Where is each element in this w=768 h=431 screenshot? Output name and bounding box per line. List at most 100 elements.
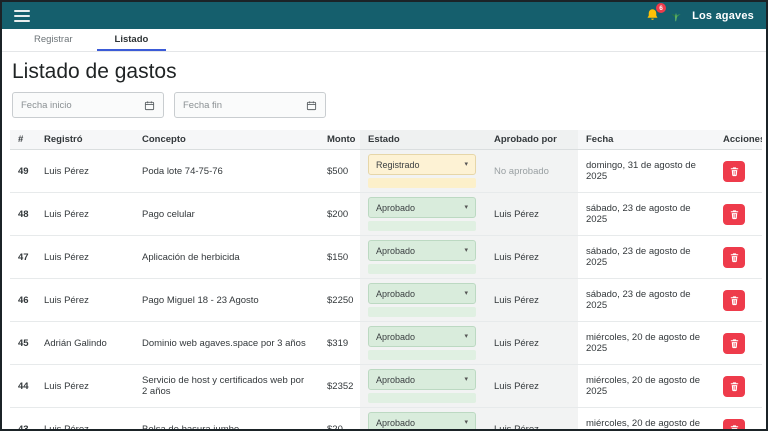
- delete-button[interactable]: [723, 375, 745, 397]
- trash-icon: [730, 338, 738, 348]
- trash-icon: [730, 252, 738, 262]
- trash-icon: [730, 381, 738, 391]
- end-date-placeholder: Fecha fin: [183, 99, 223, 111]
- estado-select[interactable]: Aprobado ▾: [368, 197, 476, 218]
- table-row: 47 Luis Pérez Aplicación de herbicida $1…: [10, 235, 762, 279]
- row-id: 44: [10, 364, 36, 408]
- row-fecha: miércoles, 20 de agosto de 2025: [578, 321, 715, 365]
- header-aprobado-por: Aprobado por: [486, 130, 578, 150]
- header-concepto: Concepto: [134, 130, 319, 150]
- delete-button[interactable]: [723, 246, 745, 268]
- delete-button[interactable]: [723, 160, 745, 182]
- row-aprobado-por: Luis Pérez: [486, 364, 578, 408]
- row-id: 45: [10, 321, 36, 365]
- tab-registrar[interactable]: Registrar: [34, 33, 73, 45]
- row-id: 43: [10, 407, 36, 429]
- estado-strip: [368, 178, 476, 188]
- estado-strip: [368, 264, 476, 274]
- estado-select-value: Registrado: [376, 159, 420, 170]
- row-aprobado-por: Luis Pérez: [486, 192, 578, 236]
- estado-select[interactable]: Aprobado ▾: [368, 283, 476, 304]
- page-title: Listado de gastos: [12, 60, 177, 83]
- notifications-button[interactable]: 6: [645, 3, 667, 23]
- table-header-row: # Registró Concepto Monto Estado Aprobad…: [10, 130, 762, 150]
- row-fecha: sábado, 23 de agosto de 2025: [578, 278, 715, 322]
- estado-select[interactable]: Registrado ▾: [368, 154, 476, 175]
- trash-icon: [730, 295, 738, 305]
- brand-title: Los agaves: [692, 9, 754, 22]
- row-concepto: Servicio de host y certificados web por …: [134, 364, 319, 408]
- chevron-down-icon: ▾: [464, 419, 468, 426]
- estado-strip: [368, 221, 476, 231]
- delete-button[interactable]: [723, 332, 745, 354]
- trash-icon: [730, 166, 738, 176]
- row-concepto: Dominio web agaves.space por 3 años: [134, 321, 319, 365]
- estado-strip: [368, 393, 476, 403]
- tab-listado[interactable]: Listado: [96, 29, 167, 51]
- row-registro: Luis Pérez: [36, 364, 134, 408]
- chevron-down-icon: ▾: [464, 333, 468, 340]
- row-registro: Luis Pérez: [36, 278, 134, 322]
- chevron-down-icon: ▾: [464, 290, 468, 297]
- row-id: 48: [10, 192, 36, 236]
- row-registro: Adrián Galindo: [36, 321, 134, 365]
- row-id: 46: [10, 278, 36, 322]
- estado-select-value: Aprobado: [376, 417, 416, 428]
- row-concepto: Aplicación de herbicida: [134, 235, 319, 279]
- row-fecha: domingo, 31 de agosto de 2025: [578, 149, 715, 193]
- header-fecha: Fecha: [578, 130, 715, 150]
- estado-select[interactable]: Aprobado ▾: [368, 369, 476, 390]
- expenses-table: # Registró Concepto Monto Estado Aprobad…: [10, 130, 762, 429]
- table-row: 44 Luis Pérez Servicio de host y certifi…: [10, 364, 762, 408]
- main-content: Listado de gastos Fecha inicio Fecha fin: [2, 52, 766, 429]
- estado-select-value: Aprobado: [376, 331, 416, 342]
- notification-badge: 6: [656, 3, 667, 13]
- estado-select[interactable]: Aprobado ▾: [368, 240, 476, 261]
- chevron-down-icon: ▾: [464, 247, 468, 254]
- trash-icon: [730, 209, 738, 219]
- row-aprobado-por: Luis Pérez: [486, 278, 578, 322]
- row-concepto: Pago Miguel 18 - 23 Agosto: [134, 278, 319, 322]
- start-date-placeholder: Fecha inicio: [21, 99, 72, 111]
- row-registro: Luis Pérez: [36, 407, 134, 429]
- estado-select[interactable]: Aprobado ▾: [368, 326, 476, 347]
- start-date-input[interactable]: Fecha inicio: [12, 92, 164, 118]
- row-monto: $2352: [319, 364, 360, 408]
- table-row: 46 Luis Pérez Pago Miguel 18 - 23 Agosto…: [10, 278, 762, 322]
- calendar-icon: [144, 100, 155, 110]
- estado-select-value: Aprobado: [376, 374, 416, 385]
- expense-table-body: 49 Luis Pérez Poda lote 74-75-76 $500 Re…: [10, 149, 762, 429]
- row-monto: $150: [319, 235, 360, 279]
- table-row: 45 Adrián Galindo Dominio web agaves.spa…: [10, 321, 762, 365]
- chevron-down-icon: ▾: [464, 376, 468, 383]
- estado-select-value: Aprobado: [376, 288, 416, 299]
- row-aprobado-por: Luis Pérez: [486, 235, 578, 279]
- row-fecha: miércoles, 20 de agosto de 2025: [578, 364, 715, 408]
- table-row: 43 Luis Pérez Bolsa de basura jumbo $20 …: [10, 407, 762, 429]
- row-fecha: sábado, 23 de agosto de 2025: [578, 192, 715, 236]
- header-estado: Estado: [360, 130, 486, 150]
- delete-button[interactable]: [723, 289, 745, 311]
- row-fecha: sábado, 23 de agosto de 2025: [578, 235, 715, 279]
- chevron-down-icon: ▾: [464, 161, 468, 168]
- table-row: 49 Luis Pérez Poda lote 74-75-76 $500 Re…: [10, 149, 762, 193]
- row-monto: $500: [319, 149, 360, 193]
- delete-button[interactable]: [723, 203, 745, 225]
- row-monto: $319: [319, 321, 360, 365]
- date-filters: Fecha inicio Fecha fin: [12, 92, 756, 118]
- estado-select[interactable]: Aprobado ▾: [368, 412, 476, 429]
- estado-strip: [368, 307, 476, 317]
- menu-icon[interactable]: [14, 9, 30, 22]
- row-id: 47: [10, 235, 36, 279]
- estado-select-value: Aprobado: [376, 245, 416, 256]
- delete-button[interactable]: [723, 418, 745, 429]
- calendar-icon: [306, 100, 317, 110]
- end-date-input[interactable]: Fecha fin: [174, 92, 326, 118]
- trash-icon: [730, 424, 738, 429]
- header-registro: Registró: [36, 130, 134, 150]
- row-concepto: Bolsa de basura jumbo: [134, 407, 319, 429]
- row-id: 49: [10, 149, 36, 193]
- row-aprobado-por: Luis Pérez: [486, 407, 578, 429]
- chevron-down-icon: ▾: [464, 204, 468, 211]
